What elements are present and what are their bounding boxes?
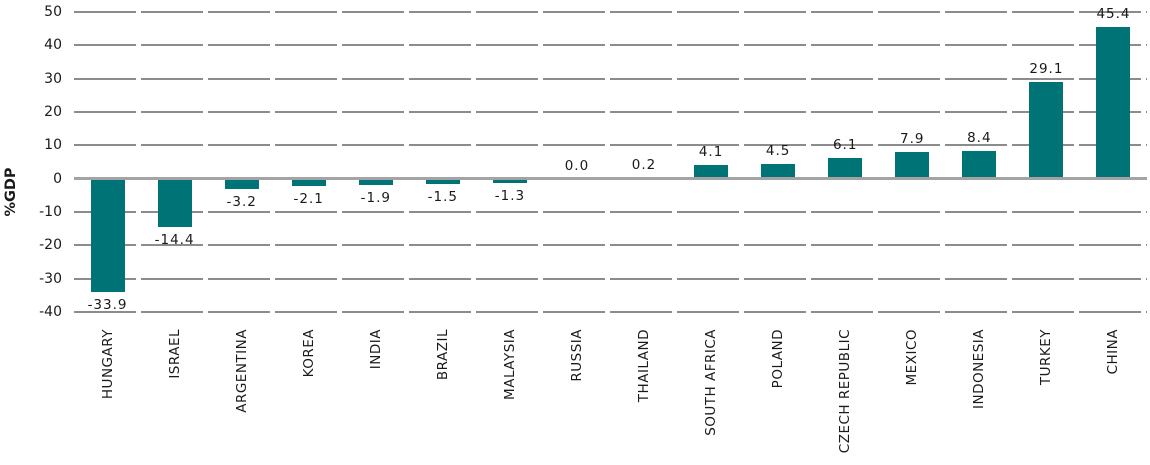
x-category-label-indonesia: INDONESIA: [946, 329, 1013, 465]
y-tick-label: 20: [44, 104, 62, 120]
y-tick-label: -40: [39, 304, 62, 320]
x-category-label-hungary: HUNGARY: [74, 329, 141, 465]
bar-india: [358, 178, 393, 185]
x-category-label-text: SOUTH AFRICA: [703, 329, 720, 436]
gridline: [74, 77, 1147, 80]
value-label-korea: -2.1: [293, 190, 324, 207]
x-category-label-text: MALAYSIA: [501, 329, 518, 400]
x-category-label-text: INDIA: [367, 329, 384, 370]
x-category-label-text: POLAND: [770, 329, 787, 389]
y-tick-label: 30: [44, 70, 62, 87]
y-tick-label: 40: [44, 37, 62, 54]
bar-brazil: [425, 178, 460, 184]
x-category-label-russia: RUSSIA: [543, 329, 610, 465]
bar-czech-republic: [828, 158, 863, 179]
x-category-label-text: ISRAEL: [166, 329, 183, 379]
value-label-israel: -14.4: [154, 231, 195, 248]
bar-israel: [157, 178, 192, 227]
x-category-label-south-africa: SOUTH AFRICA: [678, 329, 745, 465]
x-category-label-text: MEXICO: [904, 329, 921, 386]
x-category-label-czech-republic: CZECH REPUBLIC: [812, 329, 879, 465]
bar-poland: [761, 163, 796, 179]
gridline: [74, 44, 1147, 47]
x-category-label-china: CHINA: [1080, 329, 1147, 465]
value-label-argentina: -3.2: [226, 194, 257, 211]
x-category-label-thailand: THAILAND: [611, 329, 678, 465]
y-tick-label: -20: [39, 237, 62, 254]
x-category-label-text: BRAZIL: [434, 329, 451, 381]
y-tick-label: -10: [39, 204, 62, 220]
bar-china: [1096, 27, 1131, 179]
x-category-label-israel: ISRAEL: [141, 329, 208, 465]
gridline: [74, 211, 1147, 213]
x-category-label-korea: KOREA: [275, 329, 342, 465]
value-label-poland: 4.5: [765, 142, 791, 159]
x-category-label-malaysia: MALAYSIA: [476, 329, 543, 465]
value-label-south-africa: 4.1: [698, 144, 724, 160]
x-category-label-text: THAILAND: [636, 329, 653, 403]
value-label-czech-republic: 6.1: [832, 137, 858, 154]
bar-indonesia: [962, 150, 997, 179]
value-label-turkey: 29.1: [1029, 60, 1064, 77]
bar-malaysia: [492, 178, 527, 183]
x-category-label-text: RUSSIA: [568, 329, 585, 382]
x-category-label-text: CHINA: [1105, 329, 1122, 375]
value-label-india: -1.9: [360, 190, 391, 206]
x-category-label-text: KOREA: [300, 329, 317, 378]
bar-korea: [291, 178, 326, 186]
bar-argentina: [224, 178, 259, 190]
y-tick-label: 50: [44, 4, 62, 20]
x-category-label-text: INDONESIA: [971, 329, 988, 410]
x-category-label-mexico: MEXICO: [879, 329, 946, 465]
value-label-malaysia: -1.3: [494, 188, 526, 204]
x-category-label-turkey: TURKEY: [1013, 329, 1080, 465]
bar-turkey: [1029, 81, 1064, 179]
gridline: [74, 144, 1147, 147]
bar-mexico: [895, 152, 930, 179]
value-label-mexico: 7.9: [900, 131, 925, 148]
value-label-china: 45.4: [1096, 6, 1131, 23]
y-tick-label: 0: [53, 170, 62, 187]
y-tick-label: -30: [39, 270, 62, 287]
x-category-label-text: ARGENTINA: [233, 329, 250, 413]
x-category-label-poland: POLAND: [745, 329, 812, 465]
x-category-label-text: CZECH REPUBLIC: [837, 329, 854, 454]
gridline: [74, 311, 1147, 313]
value-label-russia: 0.0: [564, 157, 590, 174]
gridline: [74, 111, 1147, 113]
value-label-indonesia: 8.4: [967, 129, 992, 146]
value-label-thailand: 0.2: [631, 157, 657, 173]
x-category-label-india: INDIA: [342, 329, 409, 465]
gridline: [74, 244, 1147, 247]
value-label-hungary: -33.9: [87, 296, 128, 313]
x-category-label-text: HUNGARY: [99, 329, 116, 400]
bar-south-africa: [694, 165, 729, 179]
x-category-label-brazil: BRAZIL: [409, 329, 476, 465]
bar-hungary: [90, 178, 125, 292]
zero-axis-line: [74, 177, 1147, 180]
x-category-label-text: TURKEY: [1038, 329, 1055, 386]
y-tick-label: 10: [44, 137, 62, 154]
value-label-brazil: -1.5: [427, 188, 459, 205]
gridline: [74, 11, 1147, 13]
gridline: [74, 277, 1147, 280]
x-category-label-argentina: ARGENTINA: [208, 329, 275, 465]
